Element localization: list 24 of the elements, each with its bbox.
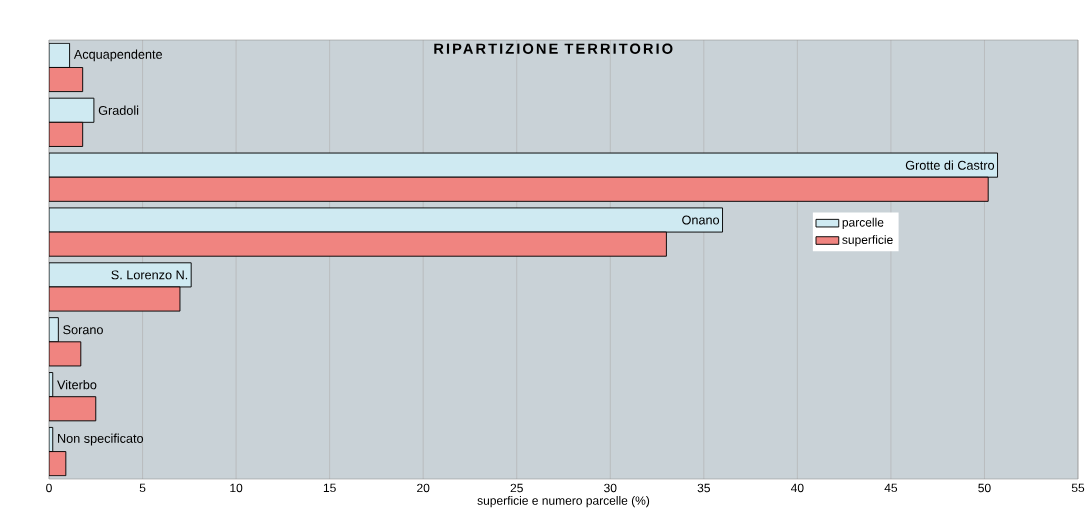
y-tick-label: Viterbo bbox=[57, 379, 97, 390]
chart-title: RIPARTIZIONE TERRITORIO bbox=[434, 43, 673, 54]
x-tick-label: 25 bbox=[510, 483, 523, 493]
x-axis-title: superficie e numero parcelle (%) bbox=[477, 496, 650, 508]
legend-label: parcelle bbox=[842, 217, 884, 229]
x-tick-label: 40 bbox=[790, 483, 804, 493]
y-tick-label: Acquapendente bbox=[73, 49, 163, 62]
x-tick-label: 5 bbox=[139, 483, 146, 493]
y-tick-label: Non specificato bbox=[58, 433, 144, 446]
x-tick-label: 20 bbox=[417, 483, 430, 493]
y-tick-label: Onano bbox=[682, 215, 720, 225]
x-tick-label: 35 bbox=[697, 483, 710, 493]
x-tick-label: 0 bbox=[46, 483, 52, 493]
y-tick-label: Sorano bbox=[63, 325, 103, 335]
x-tick-label: 10 bbox=[230, 483, 243, 493]
x-tick-label: 55 bbox=[1071, 483, 1085, 493]
x-tick-label: 30 bbox=[604, 483, 617, 493]
y-tick-label: Grotte di Castro bbox=[905, 160, 995, 170]
y-tick-label: Gradoli bbox=[98, 105, 139, 115]
x-tick-label: 45 bbox=[884, 483, 898, 493]
x-tick-label: 15 bbox=[323, 483, 336, 493]
legend-label: superficie bbox=[842, 235, 893, 247]
y-tick-label: S. Lorenzo N. bbox=[111, 270, 188, 280]
x-tick-label: 50 bbox=[978, 483, 991, 493]
